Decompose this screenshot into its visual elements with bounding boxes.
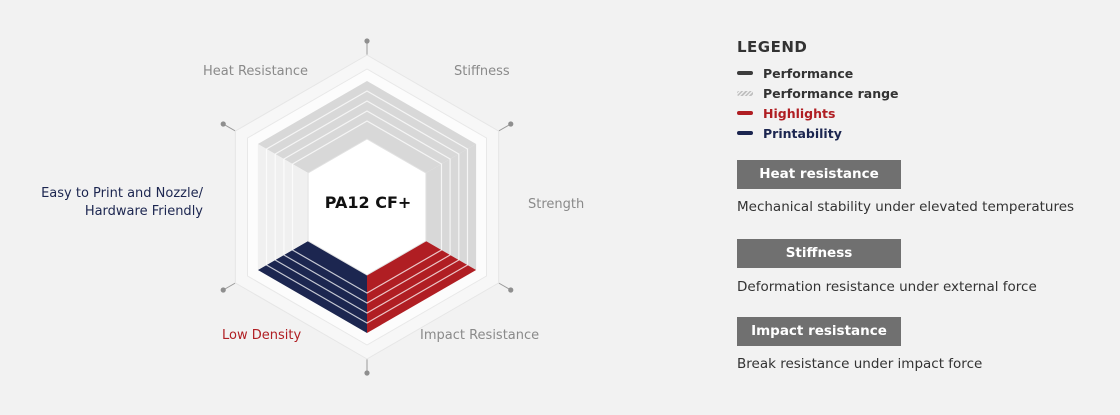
- material-name: PA12 CF+: [324, 193, 412, 212]
- axis-tick-dot: [220, 121, 226, 127]
- axis-label-printability-line1: Easy to Print and Nozzle/: [41, 186, 203, 201]
- center-hexagon-shape: [307, 138, 427, 276]
- axis-tick-dot: [364, 38, 370, 44]
- legend-item-performance-range: Performance range: [737, 83, 899, 103]
- axis-tick-line: [222, 281, 238, 291]
- axis-label-printability-line2: Hardware Friendly: [84, 204, 203, 219]
- legend-item-highlights: Highlights: [737, 103, 899, 123]
- property-title-impact-resistance: Impact resistance: [737, 317, 901, 346]
- axis-label-impact-resistance: Impact Resistance: [420, 328, 540, 343]
- axis-label-heat-resistance: Heat Resistance: [203, 64, 309, 79]
- axis-tick-dot: [508, 287, 514, 293]
- property-description-heat-resistance: Mechanical stability under elevated temp…: [737, 199, 1075, 215]
- level-ring: [265, 90, 469, 324]
- axis-label-low-density: Low Density: [222, 328, 302, 343]
- legend: LEGEND Performance Performance range Hig…: [737, 38, 899, 143]
- radar-chart: [220, 38, 514, 376]
- legend-label-highlights: Highlights: [763, 105, 836, 121]
- axis-label-stiffness: Stiffness: [454, 64, 510, 79]
- level-ring: [291, 120, 443, 294]
- property-title-heat-resistance: Heat resistance: [737, 160, 901, 189]
- legend-label-performance: Performance: [763, 65, 854, 81]
- axis-tick-line: [496, 281, 512, 291]
- axis-tick-dot: [220, 287, 226, 293]
- center-hexagon: [307, 138, 427, 276]
- axis-label-strength: Strength: [528, 197, 585, 212]
- level-ring: [274, 100, 460, 314]
- axis-tick-dot: [508, 121, 514, 127]
- property-description-stiffness: Deformation resistance under external fo…: [737, 279, 1037, 295]
- legend-title: LEGEND: [737, 38, 808, 56]
- axis-tick-line: [222, 123, 238, 133]
- highlights-swatch: [737, 111, 753, 115]
- performance-range-swatch: [737, 90, 753, 96]
- axis-label-printability: Easy to Print and Nozzle/ Hardware Frien…: [41, 185, 203, 221]
- legend-label-performance-range: Performance range: [763, 85, 899, 101]
- property-title-stiffness: Stiffness: [737, 239, 901, 268]
- printability-swatch: [737, 131, 753, 135]
- level-ring: [283, 110, 451, 304]
- legend-item-performance: Performance: [737, 63, 899, 83]
- legend-item-printability: Printability: [737, 123, 899, 143]
- performance-swatch: [737, 71, 753, 75]
- axis-tick-dot: [364, 370, 370, 376]
- axis-ticks: [220, 38, 514, 376]
- axis-tick-line: [496, 123, 512, 133]
- legend-label-printability: Printability: [763, 125, 842, 141]
- property-description-impact-resistance: Break resistance under impact force: [737, 356, 983, 372]
